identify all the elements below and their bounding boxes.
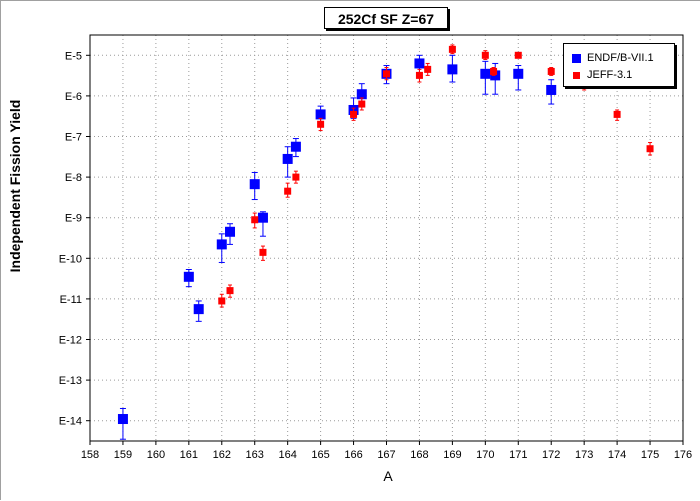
data-point: [193, 304, 204, 315]
data-point: [547, 67, 555, 75]
data-point: [315, 109, 326, 120]
x-tick-label: 174: [608, 449, 626, 461]
legend-swatch-endf: [572, 53, 581, 63]
data-point: [216, 239, 227, 250]
x-tick-label: 171: [509, 449, 527, 461]
data-point: [513, 68, 524, 79]
legend-item-endf: ENDF/B-VII.1: [572, 51, 654, 65]
y-tick-label: E-12: [59, 335, 82, 347]
x-tick-label: 176: [674, 449, 692, 461]
x-tick-label: 163: [246, 449, 264, 461]
legend-item-jeff: JEFF-3.1: [572, 68, 632, 82]
x-tick-label: 175: [641, 449, 659, 461]
legend-label-jeff: JEFF-3.1: [587, 69, 633, 81]
data-point: [284, 187, 292, 195]
y-tick-label: E-5: [65, 50, 82, 62]
x-tick-label: 166: [344, 449, 362, 461]
chart-title-text: 252Cf SF Z=67: [337, 11, 435, 27]
data-point: [117, 414, 128, 425]
data-point: [218, 297, 226, 305]
data-point: [356, 89, 367, 100]
data-point: [249, 179, 260, 190]
x-tick-label: 168: [410, 449, 428, 461]
data-point: [225, 226, 236, 237]
data-point: [317, 120, 325, 128]
y-tick-label: E-8: [65, 172, 82, 184]
data-point: [290, 141, 301, 152]
y-tick-label: E-6: [65, 91, 82, 103]
x-tick-label: 170: [476, 449, 494, 461]
y-tick-label: E-7: [65, 132, 82, 144]
x-tick-label: 161: [180, 449, 198, 461]
data-point: [514, 51, 522, 59]
y-tick-label: E-14: [59, 416, 82, 428]
series-endf: [117, 54, 557, 440]
grid: [90, 35, 683, 441]
data-point: [183, 271, 194, 282]
legend: ENDF/B-VII.1 JEFF-3.1: [563, 43, 675, 87]
y-tick-label: E-10: [59, 253, 82, 265]
x-tick-label: 172: [542, 449, 560, 461]
data-point: [358, 100, 366, 108]
data-point: [292, 173, 300, 181]
data-point: [646, 145, 654, 153]
x-tick-label: 162: [213, 449, 231, 461]
y-tick-label: E-13: [59, 375, 82, 387]
x-tick-label: 159: [114, 449, 132, 461]
data-point: [448, 45, 456, 53]
legend-label-endf: ENDF/B-VII.1: [587, 52, 654, 64]
x-tick-label: 160: [147, 449, 165, 461]
x-tick-label: 164: [278, 449, 296, 461]
data-point: [481, 51, 489, 59]
data-point: [447, 64, 458, 75]
series: [117, 44, 654, 440]
axes: 158 159 160 161 162 163 164 165 166 167 168 169 170 1…: [59, 50, 692, 461]
x-tick-label: 167: [377, 449, 395, 461]
data-point: [251, 216, 259, 224]
legend-swatch-jeff: [573, 71, 580, 79]
data-point: [383, 70, 390, 78]
y-tick-label: E-9: [65, 213, 82, 225]
x-tick-label: 158: [81, 449, 99, 461]
x-axis-label: A: [383, 468, 393, 484]
data-point: [546, 84, 557, 95]
x-tick-label: 173: [575, 449, 593, 461]
data-point: [490, 67, 498, 75]
data-point: [480, 68, 491, 79]
chart-title: 252Cf SF Z=67: [324, 7, 448, 29]
x-tick-label: 169: [443, 449, 461, 461]
data-point: [257, 212, 268, 223]
y-tick-label: E-11: [60, 294, 82, 306]
data-point: [415, 71, 423, 79]
data-point: [350, 110, 358, 118]
data-point: [414, 58, 425, 69]
data-point: [424, 65, 432, 73]
data-point: [259, 248, 267, 256]
data-point: [613, 110, 621, 118]
data-point: [226, 287, 234, 295]
data-point: [282, 153, 293, 164]
x-tick-label: 165: [311, 449, 329, 461]
y-axis-label-text: Independent Fission Yield: [7, 99, 23, 273]
